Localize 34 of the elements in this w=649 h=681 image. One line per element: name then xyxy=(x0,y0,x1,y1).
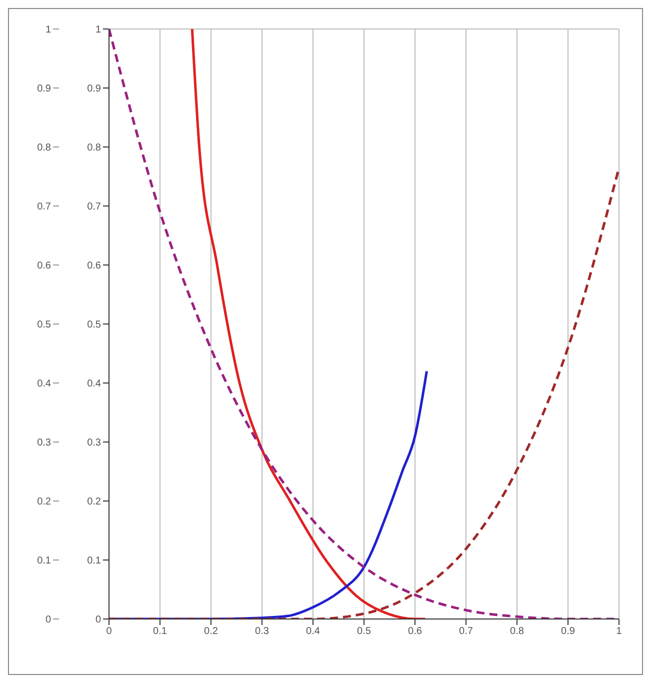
y2-tick-label: 0 xyxy=(95,614,102,626)
y-tick-label: 0.9 xyxy=(37,84,52,95)
x-tick-label: 0 xyxy=(106,626,112,638)
y2-tick-label: 0.1 xyxy=(87,556,102,567)
x-tick-label: 0.6 xyxy=(408,626,422,638)
x-tick-label: 0.1 xyxy=(153,626,168,638)
y2-tick-label: 0.3 xyxy=(87,438,102,449)
y-tick-label: 0.5 xyxy=(37,320,52,331)
y-tick-label: 0.7 xyxy=(37,202,52,213)
y2-tick-label: 0.5 xyxy=(87,320,102,331)
y2-tick-label: 0.4 xyxy=(87,378,102,390)
x-tick-label: 0.2 xyxy=(204,626,218,638)
x-tick-label: 0.5 xyxy=(357,626,372,638)
y-tick-label: 0.8 xyxy=(37,142,52,154)
y-tick-label: 0.1 xyxy=(37,556,52,567)
x-tick-label: 0.8 xyxy=(510,626,524,638)
y2-tick-label: 0.2 xyxy=(87,496,102,508)
y-tick-label: 0.6 xyxy=(37,260,52,272)
y-tick-label: 0.2 xyxy=(37,496,52,508)
y-tick-label: 0.4 xyxy=(37,378,52,390)
y2-tick-label: 0.6 xyxy=(87,260,102,272)
x-tick-label: 0.3 xyxy=(255,626,270,638)
y2-tick-label: 0.8 xyxy=(87,142,102,154)
y2-tick-label: 0.9 xyxy=(87,84,102,95)
y-tick-label: 0 xyxy=(45,614,52,626)
y-tick-label: 0.3 xyxy=(37,438,52,449)
y2-tick-label: 1 xyxy=(95,24,102,36)
x-tick-label: 0.4 xyxy=(306,626,320,638)
y-tick-label: 1 xyxy=(45,24,52,36)
x-tick-label: 1 xyxy=(616,626,622,638)
line-series xyxy=(190,29,426,619)
x-tick-label: 0.7 xyxy=(459,626,474,638)
y2-tick-label: 0.7 xyxy=(87,202,102,213)
x-tick-label: 0.9 xyxy=(561,626,576,638)
